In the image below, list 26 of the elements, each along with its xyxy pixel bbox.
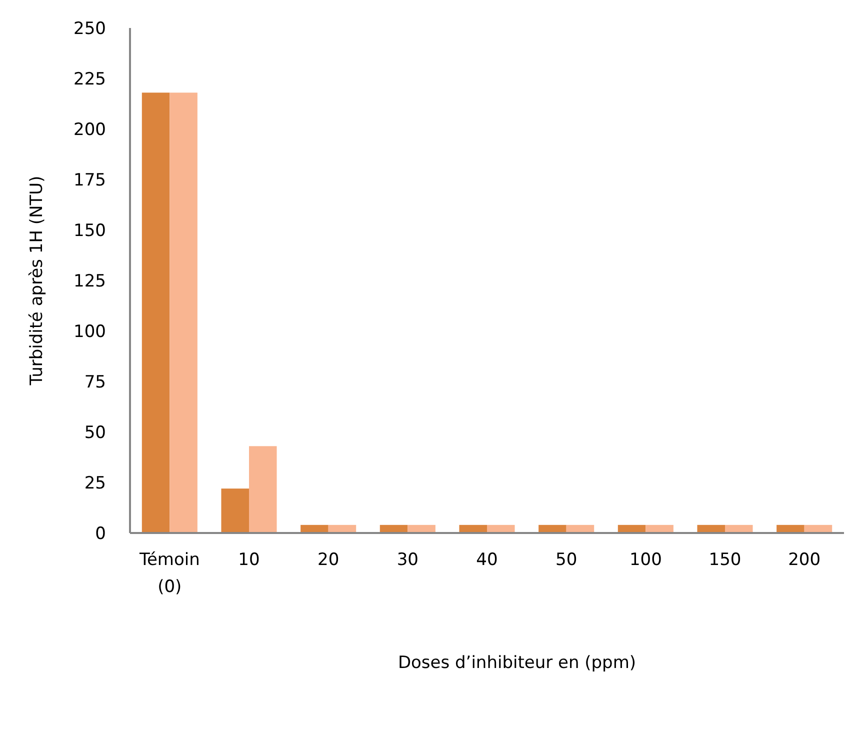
x-tick-label: Témoin (0): [138, 550, 200, 597]
x-tick-label: 30: [396, 550, 418, 570]
x-tick-label: 10: [238, 550, 260, 570]
x-tick-label: 200: [788, 550, 821, 570]
bar: [249, 446, 277, 533]
x-axis-title: Doses d’inhibiteur en (ppm): [398, 653, 636, 673]
y-tick-label: 100: [74, 322, 106, 342]
x-tick-label: 50: [556, 550, 578, 570]
x-tick-label: 100: [629, 550, 662, 570]
y-axis-title: Turbidité après 1H (NTU): [27, 176, 47, 386]
y-tick-label: 75: [84, 372, 106, 392]
bar: [221, 488, 249, 533]
x-tick-label: 40: [476, 550, 498, 570]
y-tick-label: 200: [74, 120, 106, 140]
y-tick-label: 50: [84, 422, 106, 443]
bar: [170, 92, 198, 533]
y-tick-label: 175: [74, 170, 106, 190]
y-tick-label: 225: [74, 69, 106, 90]
y-tick-label: 25: [84, 473, 106, 494]
bar: [142, 92, 170, 533]
y-tick-label: 0: [95, 524, 106, 544]
x-tick-label: 20: [318, 550, 340, 570]
x-tick-label: 150: [708, 550, 742, 570]
y-tick-label: 125: [74, 271, 106, 292]
y-tick-label: 250: [74, 18, 106, 39]
y-tick-label: 150: [74, 220, 106, 241]
